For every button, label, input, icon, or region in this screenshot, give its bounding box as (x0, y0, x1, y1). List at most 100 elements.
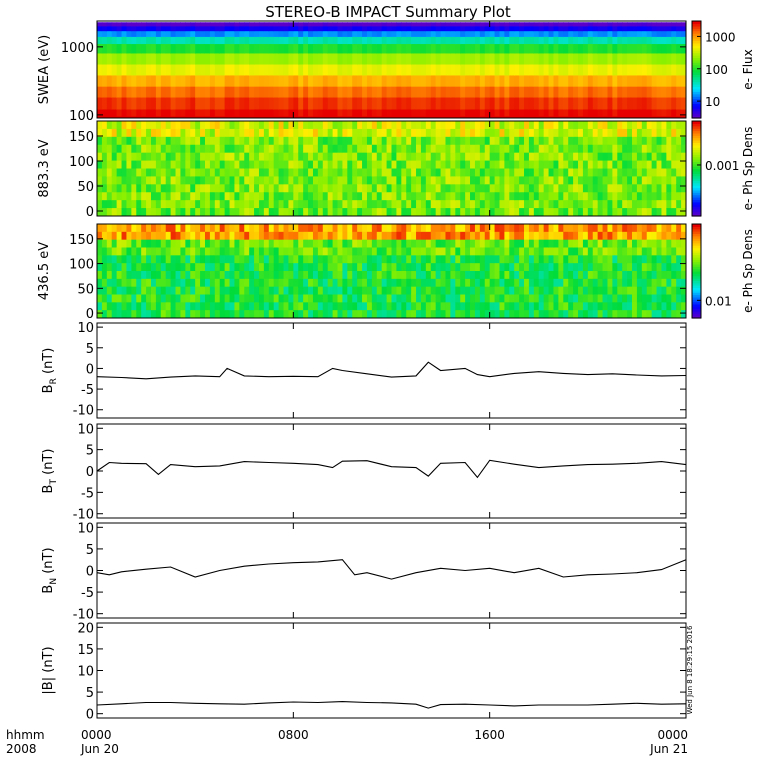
heatmap-cell-0 (101, 36, 108, 45)
heatmap-cell-2 (288, 231, 294, 241)
heatmap-cell-2 (263, 271, 270, 280)
heatmap-cell-2 (582, 231, 589, 241)
heatmap-cell-2 (636, 286, 643, 295)
heatmap-cell-1 (126, 121, 132, 130)
heatmap-cell-0 (430, 97, 437, 111)
heatmap-cell-2 (180, 302, 186, 311)
heatmap-cell-2 (303, 310, 309, 319)
heatmap-cell-0 (308, 75, 314, 88)
heatmap-cell-1 (308, 160, 314, 169)
heatmap-cell-0 (160, 36, 167, 45)
heatmap-cell-0 (528, 22, 535, 27)
heatmap-cell-2 (430, 247, 437, 256)
heatmap-cell-2 (155, 294, 162, 303)
heatmap-cell-2 (229, 286, 235, 295)
colorbar-cell-2 (692, 238, 701, 242)
heatmap-cell-0 (219, 22, 226, 27)
heatmap-cell-1 (352, 136, 358, 146)
heatmap-cell-0 (401, 44, 407, 54)
heatmap-cell-1 (366, 136, 373, 146)
heatmap-cell-0 (106, 53, 113, 66)
heatmap-cell-0 (607, 116, 613, 118)
heatmap-cell-0 (607, 86, 613, 99)
colorbar-cell-0 (692, 37, 701, 41)
heatmap-cell-1 (548, 192, 554, 201)
heatmap-cell-0 (283, 44, 289, 54)
heatmap-cell-2 (337, 231, 343, 241)
heatmap-cell-2 (283, 247, 289, 256)
heatmap-cell-2 (416, 224, 422, 233)
heatmap-cell-2 (268, 271, 275, 280)
heatmap-cell-2 (563, 278, 569, 288)
heatmap-cell-2 (136, 294, 142, 303)
heatmap-cell-2 (391, 224, 397, 233)
heatmap-cell-2 (514, 302, 520, 311)
heatmap-cell-0 (249, 116, 255, 118)
heatmap-cell-0 (617, 116, 623, 118)
heatmap-cell-1 (641, 184, 648, 193)
heatmap-cell-0 (548, 86, 554, 99)
heatmap-cell-2 (376, 231, 383, 241)
heatmap-cell-2 (209, 231, 216, 241)
colorbar-cell-2 (692, 301, 701, 305)
heatmap-cell-0 (504, 109, 510, 117)
heatmap-cell-2 (627, 271, 633, 280)
heatmap-cell-1 (362, 128, 368, 138)
heatmap-cell-0 (406, 36, 412, 45)
heatmap-cell-2 (97, 278, 103, 288)
heatmap-cell-0 (258, 26, 265, 32)
heatmap-cell-2 (288, 278, 294, 288)
heatmap-cell-0 (676, 109, 682, 117)
heatmap-cell-1 (474, 192, 481, 201)
heatmap-cell-1 (224, 136, 231, 146)
heatmap-cell-1 (504, 128, 510, 138)
heatmap-cell-2 (651, 231, 658, 241)
heatmap-cell-0 (249, 75, 255, 88)
heatmap-cell-0 (229, 64, 235, 76)
heatmap-cell-2 (484, 310, 491, 319)
heatmap-cell-0 (160, 75, 167, 88)
heatmap-cell-1 (391, 176, 397, 185)
heatmap-cell-2 (479, 310, 486, 319)
heatmap-cell-2 (190, 224, 196, 233)
heatmap-cell-1 (582, 184, 589, 193)
heatmap-cell-0 (362, 75, 368, 88)
heatmap-cell-0 (352, 36, 358, 45)
heatmap-cell-0 (170, 109, 177, 117)
heatmap-cell-1 (244, 160, 250, 169)
heatmap-cell-0 (666, 86, 672, 99)
heatmap-cell-1 (494, 200, 500, 209)
heatmap-cell-2 (322, 310, 329, 319)
heatmap-cell-1 (578, 200, 584, 209)
heatmap-cell-1 (283, 152, 289, 162)
heatmap-cell-2 (362, 224, 368, 233)
heatmap-cell-1 (406, 208, 412, 217)
heatmap-cell-0 (371, 36, 378, 45)
heatmap-cell-0 (337, 44, 343, 54)
heatmap-cell-0 (195, 97, 201, 111)
heatmap-cell-2 (121, 278, 127, 288)
heatmap-cell-2 (371, 247, 378, 256)
heatmap-cell-1 (411, 152, 417, 162)
heatmap-cell-1 (308, 168, 314, 177)
heatmap-cell-1 (97, 152, 103, 162)
heatmap-cell-0 (185, 36, 191, 45)
heatmap-cell-2 (185, 310, 191, 319)
heatmap-cell-0 (347, 22, 353, 27)
heatmap-cell-2 (474, 286, 481, 295)
heatmap-cell-0 (288, 44, 294, 54)
heatmap-cell-2 (563, 263, 569, 272)
heatmap-cell-2 (524, 224, 530, 233)
heatmap-cell-1 (509, 128, 515, 138)
heatmap-cell-0 (150, 53, 157, 66)
heatmap-cell-1 (494, 128, 500, 138)
heatmap-cell-1 (391, 192, 397, 201)
heatmap-cell-1 (538, 152, 545, 162)
heatmap-cell-1 (651, 168, 658, 177)
heatmap-cell-0 (661, 36, 667, 45)
heatmap-cell-2 (293, 231, 299, 241)
heatmap-cell-1 (553, 176, 559, 185)
heatmap-cell-2 (411, 302, 417, 311)
heatmap-cell-0 (450, 31, 456, 38)
heatmap-cell-1 (666, 152, 672, 162)
